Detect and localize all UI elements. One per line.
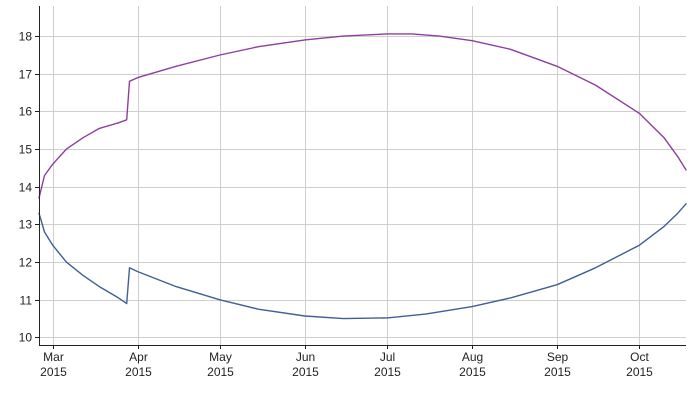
x-tick-label-year: 2015 — [544, 365, 571, 379]
grid — [39, 6, 686, 345]
y-tick-label: 14 — [19, 181, 33, 195]
series-group — [38, 33, 687, 320]
series-line-1 — [38, 33, 687, 199]
x-tick-label-year: 2015 — [207, 365, 234, 379]
y-tick-label: 15 — [19, 143, 33, 157]
y-tick-label: 12 — [19, 256, 33, 270]
x-tick-label-year: 2015 — [40, 365, 67, 379]
x-tick-label-month: May — [209, 350, 232, 364]
x-tick-label-month: Aug — [462, 350, 483, 364]
x-tick-label-month: Mar — [43, 350, 64, 364]
x-tick-label-month: Jun — [296, 350, 315, 364]
y-tick-label: 17 — [19, 68, 33, 82]
y-tick-label: 18 — [19, 30, 33, 44]
x-tick-label-month: Apr — [129, 350, 148, 364]
x-tick-label-year: 2015 — [459, 365, 486, 379]
x-tick-label-year: 2015 — [626, 365, 653, 379]
x-tick-label-year: 2015 — [125, 365, 152, 379]
x-tick-label-year: 2015 — [292, 365, 319, 379]
series-line-2 — [38, 203, 687, 320]
y-tick-label: 10 — [19, 331, 33, 345]
x-tick-label-month: Oct — [630, 350, 649, 364]
tick-labels: 101112131415161718Mar2015Apr2015May2015J… — [19, 30, 654, 380]
y-tick-label: 16 — [19, 105, 33, 119]
y-tick-label: 11 — [20, 294, 33, 308]
x-tick-label-month: Sep — [547, 350, 569, 364]
x-tick-label-month: Jul — [380, 350, 395, 364]
y-tick-label: 13 — [19, 218, 33, 232]
axes — [35, 6, 686, 349]
x-tick-label-year: 2015 — [374, 365, 401, 379]
